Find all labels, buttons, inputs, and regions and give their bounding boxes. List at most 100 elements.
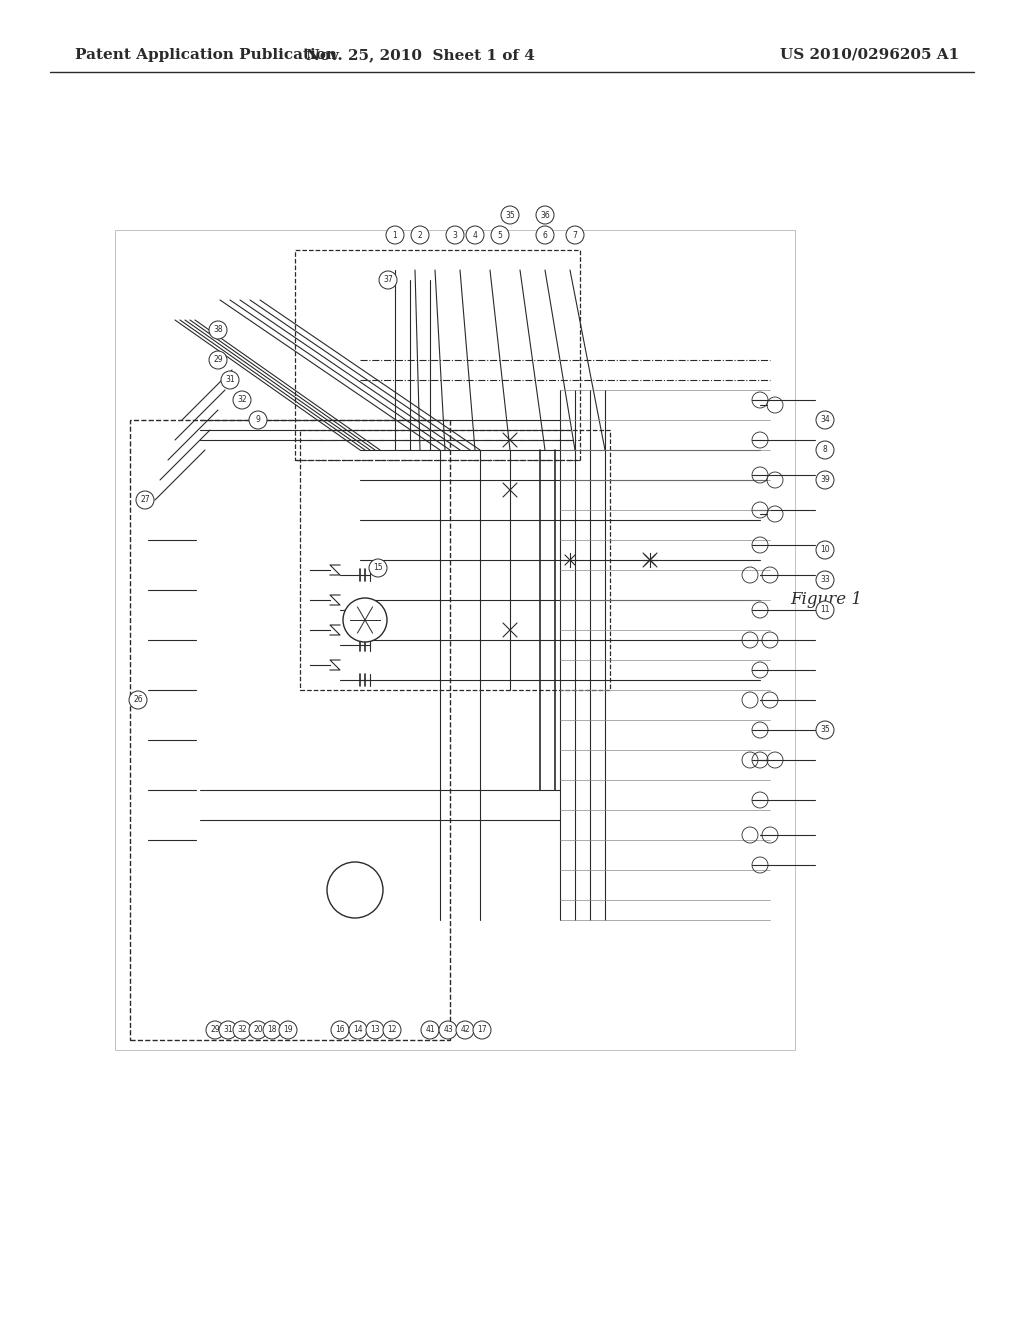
Bar — [650, 565, 730, 590]
Bar — [490, 459, 520, 480]
Text: 34: 34 — [820, 416, 829, 425]
Text: 15: 15 — [373, 564, 383, 573]
Circle shape — [816, 471, 834, 488]
Bar — [345, 795, 395, 830]
Text: 33: 33 — [820, 576, 829, 585]
Bar — [630, 532, 652, 550]
Text: 10: 10 — [820, 545, 829, 554]
Text: 16: 16 — [335, 1026, 345, 1035]
Bar — [330, 605, 350, 620]
Circle shape — [206, 1020, 224, 1039]
Bar — [590, 319, 660, 360]
Circle shape — [129, 690, 147, 709]
Circle shape — [219, 1020, 237, 1039]
Circle shape — [466, 226, 484, 244]
Bar — [350, 300, 430, 360]
Circle shape — [566, 226, 584, 244]
Bar — [295, 249, 580, 459]
Circle shape — [411, 226, 429, 244]
Text: Figure 1: Figure 1 — [790, 591, 862, 609]
Bar — [330, 565, 350, 579]
Text: 31: 31 — [223, 1026, 232, 1035]
Circle shape — [386, 226, 404, 244]
Text: 13: 13 — [371, 1026, 380, 1035]
Circle shape — [816, 441, 834, 459]
Text: 39: 39 — [820, 475, 829, 484]
Text: 9: 9 — [256, 416, 260, 425]
Circle shape — [331, 1020, 349, 1039]
Text: 8: 8 — [822, 446, 827, 454]
Circle shape — [816, 601, 834, 619]
Text: 36: 36 — [540, 210, 550, 219]
Circle shape — [490, 226, 509, 244]
Text: 7: 7 — [572, 231, 578, 239]
Circle shape — [366, 1020, 384, 1039]
Text: 14: 14 — [353, 1026, 362, 1035]
Circle shape — [279, 1020, 297, 1039]
Text: 35: 35 — [505, 210, 515, 219]
Circle shape — [209, 321, 227, 339]
Text: 4: 4 — [472, 231, 477, 239]
Circle shape — [343, 598, 387, 642]
Bar — [135, 420, 210, 970]
Text: 29: 29 — [210, 1026, 220, 1035]
Bar — [115, 230, 795, 1049]
Text: 12: 12 — [387, 1026, 396, 1035]
Text: 32: 32 — [238, 1026, 247, 1035]
Text: 5: 5 — [498, 231, 503, 239]
Text: 20: 20 — [253, 1026, 263, 1035]
Text: 26: 26 — [133, 696, 142, 705]
Circle shape — [439, 1020, 457, 1039]
Circle shape — [501, 206, 519, 224]
Circle shape — [379, 271, 397, 289]
Bar — [580, 310, 670, 370]
Bar — [430, 246, 485, 280]
Text: 18: 18 — [267, 1026, 276, 1035]
Bar — [155, 500, 210, 789]
Bar — [355, 319, 435, 370]
Text: 37: 37 — [383, 276, 393, 285]
Text: 35: 35 — [820, 726, 829, 734]
Circle shape — [536, 226, 554, 244]
Text: 11: 11 — [820, 606, 829, 615]
Text: 19: 19 — [284, 1026, 293, 1035]
Bar — [165, 510, 200, 780]
Circle shape — [369, 558, 387, 577]
Text: 38: 38 — [213, 326, 223, 334]
Bar — [545, 520, 560, 531]
Circle shape — [816, 411, 834, 429]
Text: 43: 43 — [443, 1026, 453, 1035]
Bar — [420, 550, 540, 579]
Text: 31: 31 — [225, 375, 234, 384]
Text: 42: 42 — [460, 1026, 470, 1035]
Bar — [420, 590, 540, 620]
Circle shape — [136, 491, 154, 510]
Circle shape — [249, 411, 267, 429]
Text: 32: 32 — [238, 396, 247, 404]
Circle shape — [816, 572, 834, 589]
Circle shape — [263, 1020, 281, 1039]
Circle shape — [456, 1020, 474, 1039]
Bar — [148, 440, 196, 950]
Circle shape — [221, 371, 239, 389]
Circle shape — [233, 1020, 251, 1039]
Circle shape — [473, 1020, 490, 1039]
Bar — [345, 310, 445, 380]
Bar — [330, 525, 350, 540]
Text: 3: 3 — [453, 231, 458, 239]
Bar — [545, 500, 560, 510]
Bar — [130, 420, 450, 1040]
Bar — [380, 515, 425, 550]
Text: 2: 2 — [418, 231, 422, 239]
Bar — [300, 430, 610, 690]
Bar — [360, 370, 490, 450]
Circle shape — [327, 862, 383, 917]
Circle shape — [536, 206, 554, 224]
Text: 41: 41 — [425, 1026, 435, 1035]
Text: 6: 6 — [543, 231, 548, 239]
Circle shape — [349, 1020, 367, 1039]
Text: Patent Application Publication: Patent Application Publication — [75, 48, 337, 62]
Text: 17: 17 — [477, 1026, 486, 1035]
Circle shape — [421, 1020, 439, 1039]
Bar — [545, 480, 560, 490]
